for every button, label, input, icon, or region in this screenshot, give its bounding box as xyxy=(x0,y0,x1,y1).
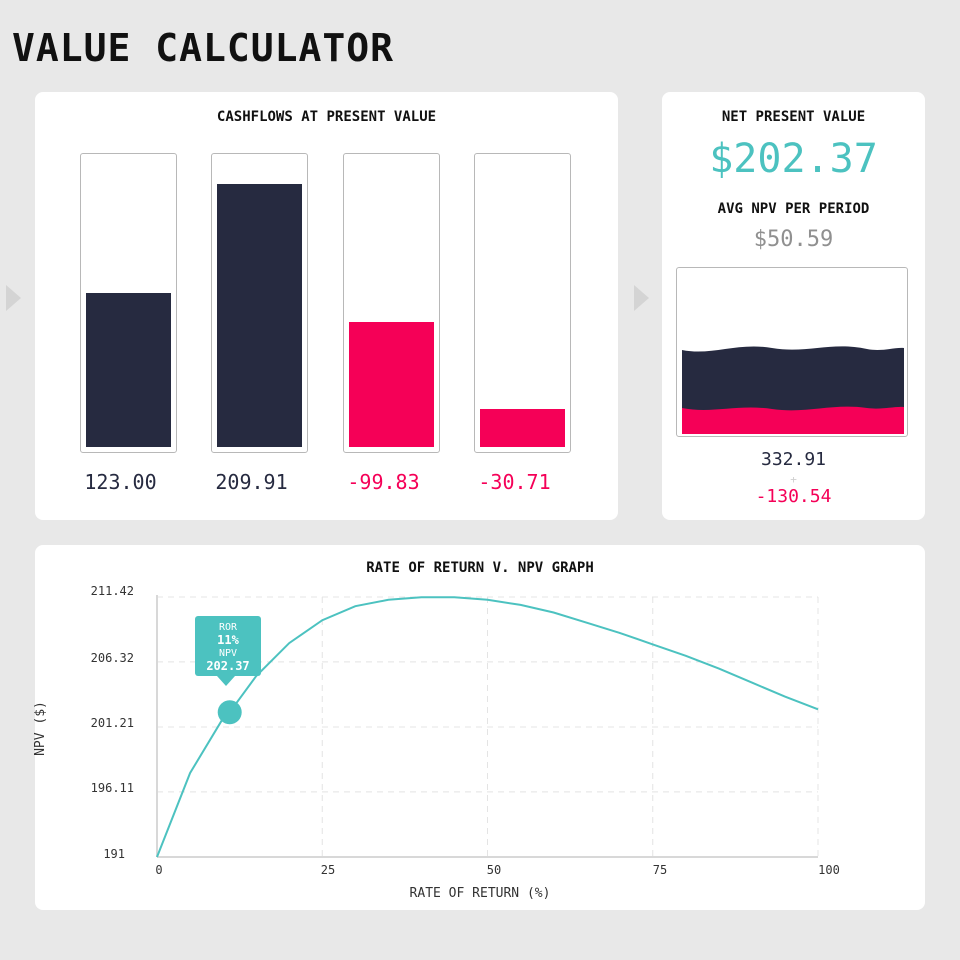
arrow-right-icon xyxy=(634,285,649,311)
npv-card: NET PRESENT VALUE $202.37 AVG NPV PER PE… xyxy=(662,92,925,520)
npv-curve-line xyxy=(156,596,819,858)
y-tick-label: 196.11 xyxy=(90,781,134,795)
cashflow-value-3: -99.83 xyxy=(347,470,420,494)
cashflow-bar-2[interactable] xyxy=(211,153,308,453)
y-tick-label: 206.32 xyxy=(90,651,134,665)
tooltip-ror-value: 11% xyxy=(217,633,239,647)
cashflow-bar-3[interactable] xyxy=(343,153,440,453)
avg-npv-title: AVG NPV PER PERIOD xyxy=(717,201,870,217)
cashflows-card: CASHFLOWS AT PRESENT VALUE 123.00 209.91… xyxy=(35,92,618,520)
npv-title: NET PRESENT VALUE xyxy=(721,109,866,125)
hover-tooltip: ROR 11% NPV 202.37 xyxy=(195,616,261,686)
y-tick-label: 201.21 xyxy=(90,716,134,730)
y-axis-title: NPV ($) xyxy=(32,701,48,756)
cashflow-bar-fill xyxy=(217,184,302,447)
cashflow-bar-fill xyxy=(86,292,171,447)
cashflow-bar-1[interactable] xyxy=(80,153,177,453)
tooltip-ror-label: ROR xyxy=(218,622,238,633)
negative-total: -130.54 xyxy=(755,486,832,507)
x-tick-label: 75 xyxy=(652,863,668,877)
ror-npv-chart[interactable] xyxy=(35,545,925,910)
tooltip-npv-value: 202.37 xyxy=(206,659,250,673)
app-title: VALUE CALCULATOR xyxy=(12,26,395,70)
npv-value: $202.37 xyxy=(709,136,878,182)
x-tick-label: 25 xyxy=(320,863,336,877)
x-axis-title: RATE OF RETURN (%) xyxy=(409,886,551,901)
tooltip-npv-label: NPV xyxy=(218,648,238,659)
x-tick-label: 50 xyxy=(486,863,502,877)
cashflow-bar-fill xyxy=(349,322,434,447)
cashflow-bar-4[interactable] xyxy=(474,153,571,453)
plus-sign: + xyxy=(790,473,797,486)
cashflow-value-2: 209.91 xyxy=(215,470,288,494)
negative-wave xyxy=(682,406,904,434)
npv-wave-svg xyxy=(682,346,904,434)
arrow-right-icon xyxy=(6,285,21,311)
graph-title: RATE OF RETURN V. NPV GRAPH xyxy=(366,560,594,576)
cashflows-title: CASHFLOWS AT PRESENT VALUE xyxy=(216,109,437,125)
x-tick-label: 0 xyxy=(155,863,163,877)
y-tick-label: 211.42 xyxy=(90,584,134,598)
cashflow-bar-fill xyxy=(480,408,565,447)
y-tick-label: 191 xyxy=(103,847,125,861)
cashflow-value-4: -30.71 xyxy=(478,470,551,494)
selected-point-marker[interactable] xyxy=(217,700,242,725)
npv-wave-chart xyxy=(676,267,908,437)
cashflow-value-1: 123.00 xyxy=(84,470,157,494)
graph-card: RATE OF RETURN V. NPV GRAPH 211.42 206.3… xyxy=(32,545,925,910)
positive-total: 332.91 xyxy=(760,449,827,470)
x-tick-label: 100 xyxy=(818,863,840,877)
avg-npv-value: $50.59 xyxy=(753,227,834,252)
